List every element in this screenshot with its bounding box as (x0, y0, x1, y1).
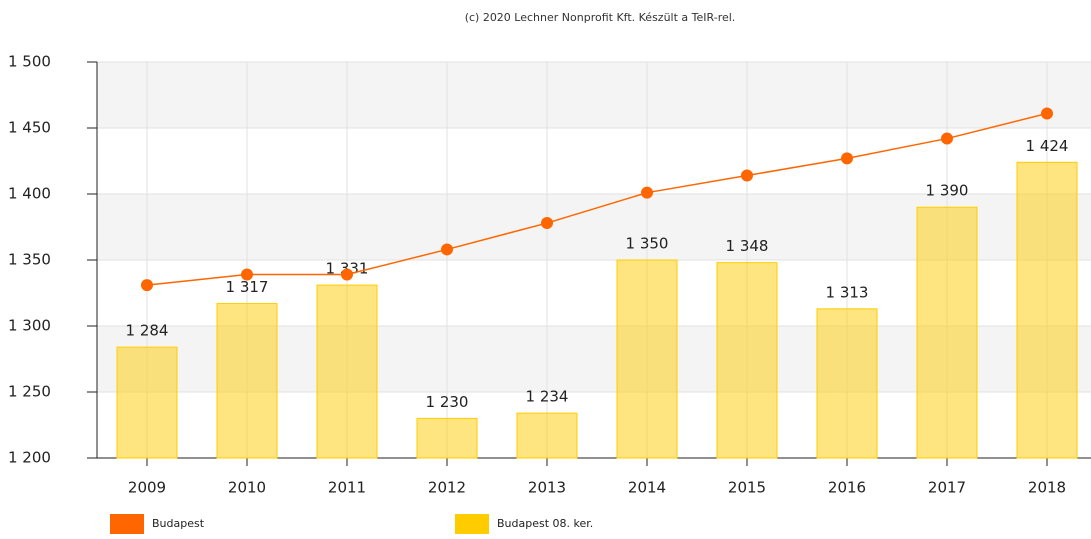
legend-swatch (455, 514, 489, 534)
bar (716, 262, 778, 459)
data-label: 1 390 (926, 182, 969, 200)
bar (516, 412, 578, 459)
y-tick-label: 1 200 (8, 449, 51, 467)
legend-text: Budapest (152, 517, 205, 530)
bar (616, 259, 678, 459)
x-tick-label: 2015 (728, 479, 766, 497)
line-point (741, 169, 753, 182)
bar (316, 284, 378, 459)
x-tick-label: 2010 (228, 479, 266, 497)
plot-band (97, 62, 1091, 128)
bar (216, 303, 278, 459)
x-tick-label: 2014 (628, 479, 666, 497)
bar (816, 308, 878, 459)
line-point (941, 132, 953, 145)
y-tick-label: 1 300 (8, 317, 51, 335)
y-tick-label: 1 250 (8, 383, 51, 401)
bar (916, 206, 978, 459)
y-tick-label: 1 350 (8, 251, 51, 269)
line-point (841, 152, 853, 165)
legend-swatch (110, 514, 144, 534)
credit: (c) 2020 Lechner Nonprofit Kft. Készült … (465, 11, 736, 24)
y-tick-label: 1 450 (8, 119, 51, 137)
line-point (141, 279, 153, 292)
data-label: 1 424 (1026, 137, 1069, 155)
x-tick-label: 2017 (928, 479, 966, 497)
legend-text: Budapest 08. ker. (497, 517, 593, 530)
x-tick-label: 2012 (428, 479, 466, 497)
data-label: 1 284 (126, 322, 169, 340)
line-point (341, 268, 353, 281)
y-tick-label: 1 500 (8, 53, 51, 71)
line (146, 112, 1048, 286)
bar (416, 417, 478, 459)
x-tick-label: 2009 (128, 479, 166, 497)
x-tick-label: 2016 (828, 479, 866, 497)
line-point (541, 217, 553, 230)
y-tick-label: 1 400 (8, 185, 51, 203)
data-label: 1 234 (526, 388, 569, 406)
line-point (641, 186, 653, 199)
data-label: 1 230 (426, 393, 469, 411)
line-point (241, 268, 253, 281)
bar (1016, 161, 1078, 459)
data-label: 1 313 (826, 283, 869, 301)
data-label: 1 348 (726, 237, 769, 255)
data-label: 1 317 (226, 278, 269, 296)
x-tick-label: 2018 (1028, 479, 1066, 497)
line-point (1041, 107, 1053, 120)
x-tick-label: 2011 (328, 479, 366, 497)
bar (116, 346, 178, 459)
x-tick-label: 2013 (528, 479, 566, 497)
line-point (441, 243, 453, 256)
data-label: 1 350 (626, 235, 669, 253)
